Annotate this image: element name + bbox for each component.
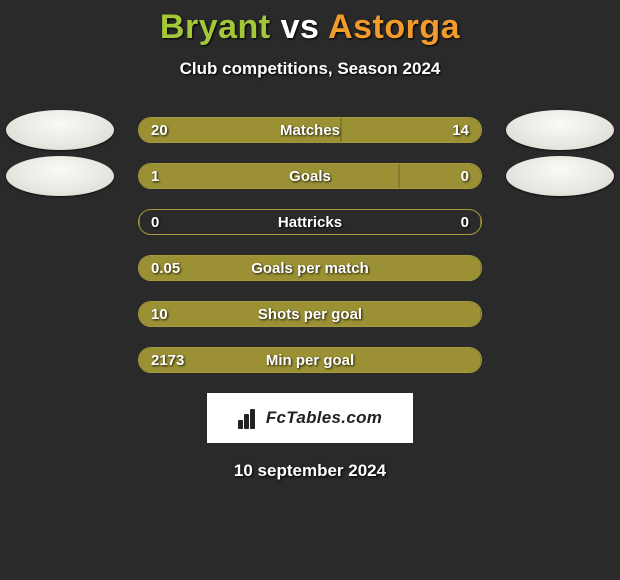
- bar-fill-right: [480, 256, 481, 280]
- stat-row: Goals per match0.05: [0, 255, 620, 281]
- stat-bar: Min per goal2173: [138, 347, 482, 373]
- stat-bar: Goals per match0.05: [138, 255, 482, 281]
- bar-fill-right: [399, 164, 481, 188]
- stat-row: Min per goal2173: [0, 347, 620, 373]
- fctables-logo[interactable]: FcTables.com: [207, 393, 413, 443]
- logo-text: FcTables.com: [266, 408, 382, 428]
- avatar-right: [506, 156, 614, 196]
- stat-row: Matches2014: [0, 117, 620, 143]
- page-title: Bryant vs Astorga: [0, 8, 620, 47]
- bar-fill-left: [139, 348, 481, 372]
- title-player-a: Bryant: [160, 8, 271, 46]
- stat-row: Goals10: [0, 163, 620, 189]
- stat-value-right: 0: [461, 210, 469, 235]
- subtitle: Club competitions, Season 2024: [0, 59, 620, 79]
- stat-bar: Hattricks0 0: [138, 209, 482, 235]
- comparison-infographic: Bryant vs Astorga Club competitions, Sea…: [0, 0, 620, 481]
- stat-value-left: 0: [151, 210, 159, 235]
- avatar-left: [6, 110, 114, 150]
- bar-fill-right: [341, 118, 481, 142]
- bars-icon: [238, 407, 260, 429]
- bar-fill-right: [480, 210, 481, 234]
- bar-fill-right: [480, 302, 481, 326]
- stat-row: Hattricks0 0: [0, 209, 620, 235]
- date-text: 10 september 2024: [0, 461, 620, 481]
- stat-label: Hattricks: [139, 210, 481, 235]
- bar-fill-left: [139, 302, 481, 326]
- title-player-b: Astorga: [328, 8, 460, 46]
- bar-fill-left: [139, 256, 481, 280]
- stat-bar: Goals10: [138, 163, 482, 189]
- stat-bar: Shots per goal10: [138, 301, 482, 327]
- stat-row: Shots per goal10: [0, 301, 620, 327]
- stat-bar: Matches2014: [138, 117, 482, 143]
- avatar-right: [506, 110, 614, 150]
- stat-rows: Matches2014 Goals10 Hattricks0 0 Goals per m…: [0, 117, 620, 373]
- bar-fill-left: [139, 210, 140, 234]
- title-vs: vs: [281, 8, 320, 46]
- bar-fill-left: [139, 118, 341, 142]
- bar-fill-left: [139, 164, 399, 188]
- bar-fill-right: [480, 348, 481, 372]
- avatar-left: [6, 156, 114, 196]
